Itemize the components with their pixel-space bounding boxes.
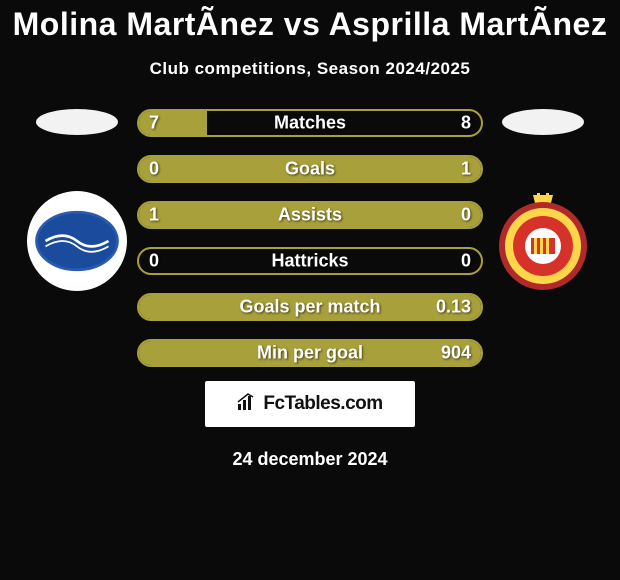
stat-value-right: 0 — [461, 205, 471, 226]
stat-bar: 0 0 Hattricks — [137, 247, 483, 275]
left-team-badge — [27, 191, 127, 291]
subtitle: Club competitions, Season 2024/2025 — [150, 59, 471, 79]
stat-value-left: 1 — [149, 205, 159, 226]
girona-badge-icon — [493, 191, 593, 291]
chart-icon — [237, 393, 257, 416]
page-title: Molina MartÃ­nez vs Asprilla MartÃ­nez — [13, 6, 608, 43]
stat-label: Goals per match — [239, 297, 380, 318]
stat-value-right: 0 — [461, 251, 471, 272]
stat-value-left: 0 — [149, 251, 159, 272]
stat-label: Matches — [274, 113, 346, 134]
right-column — [483, 109, 603, 291]
logo-text: FcTables.com — [263, 393, 382, 415]
stat-bar: 1 0 Assists — [137, 201, 483, 229]
comparison-card: Molina MartÃ­nez vs Asprilla MartÃ­nez C… — [0, 0, 620, 470]
stat-label: Hattricks — [271, 251, 348, 272]
stat-bar: 0.13 Goals per match — [137, 293, 483, 321]
stat-label: Min per goal — [257, 343, 363, 364]
right-flag-icon — [502, 109, 584, 135]
right-team-badge — [493, 191, 593, 291]
stat-label: Assists — [278, 205, 342, 226]
date-line: 24 december 2024 — [232, 449, 387, 470]
stat-value-left: 0 — [149, 159, 159, 180]
fctables-logo[interactable]: FcTables.com — [205, 381, 415, 427]
stat-value-right: 904 — [441, 343, 471, 364]
stat-value-right: 0.13 — [436, 297, 471, 318]
stat-bar: 904 Min per goal — [137, 339, 483, 367]
stat-value-left: 7 — [149, 113, 159, 134]
stat-bar: 7 8 Matches — [137, 109, 483, 137]
stat-label: Goals — [285, 159, 335, 180]
stat-bar: 0 1 Goals — [137, 155, 483, 183]
main-row: 7 8 Matches 0 1 Goals 1 0 Assists 0 0 Hattricks 0.13… — [0, 109, 620, 367]
left-flag-icon — [36, 109, 118, 135]
stats-column: 7 8 Matches 0 1 Goals 1 0 Assists 0 0 Hattricks 0.13… — [137, 109, 483, 367]
left-column — [17, 109, 137, 291]
stat-value-right: 8 — [461, 113, 471, 134]
stat-value-right: 1 — [461, 159, 471, 180]
alaves-badge-icon — [32, 196, 122, 286]
